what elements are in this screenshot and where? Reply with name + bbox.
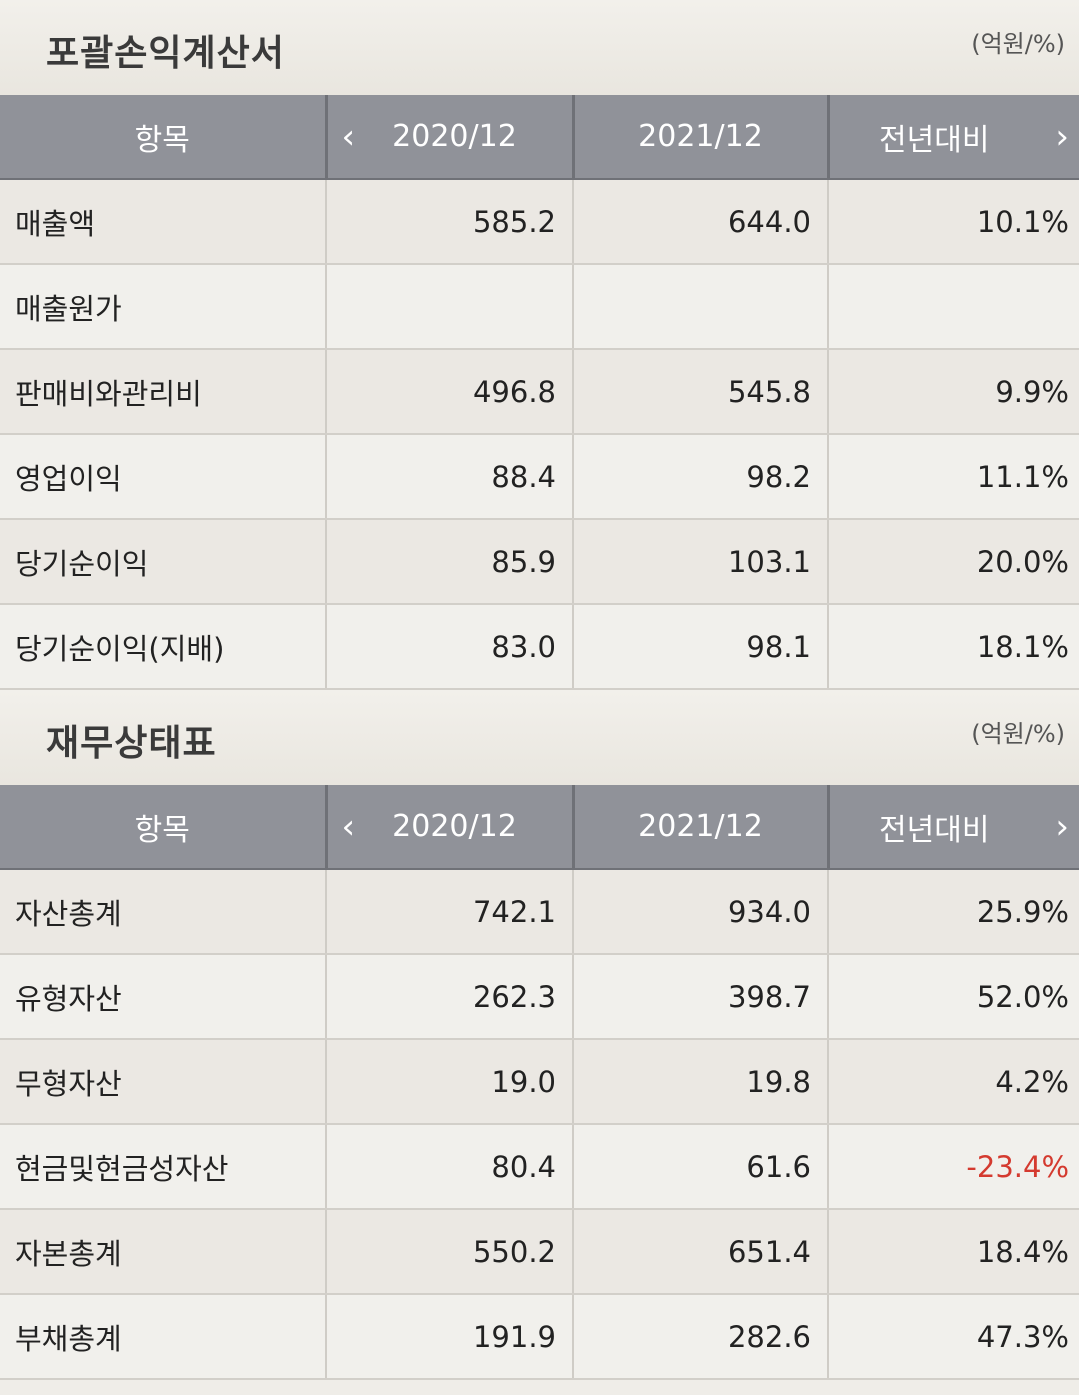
row-value-2021: 19.8 [572, 1039, 828, 1125]
row-yoy: 47.3% [827, 1294, 1079, 1380]
row-item: 당기순이익(지배) [0, 604, 326, 690]
row-item: 자산총계 [0, 869, 326, 955]
row-value-2021: 61.6 [572, 1124, 828, 1210]
table-row: 무형자산 19.0 19.8 4.2% [0, 1039, 1079, 1125]
row-value-2021: 651.4 [572, 1209, 828, 1295]
income-header-row: 항목 ‹ 2020/12 2021/12 전년대비 › [0, 95, 1079, 180]
row-value-2021: 934.0 [572, 869, 828, 955]
table-row: 자산총계 742.1 934.0 25.9% [0, 869, 1079, 955]
row-value-2021: 103.1 [572, 519, 828, 605]
row-value-2020: 550.2 [325, 1209, 573, 1295]
chevron-right-icon[interactable]: › [1055, 806, 1069, 847]
table-row: 유형자산 262.3 398.7 52.0% [0, 954, 1079, 1040]
row-value-2021: 398.7 [572, 954, 828, 1040]
income-section-header: 포괄손익계산서 (억원/%) [0, 0, 1079, 95]
row-item: 자본총계 [0, 1209, 326, 1295]
row-item: 무형자산 [0, 1039, 326, 1125]
row-value-2020 [325, 264, 573, 350]
row-value-2020: 85.9 [325, 519, 573, 605]
row-yoy: 4.2% [827, 1039, 1079, 1125]
row-item: 판매비와관리비 [0, 349, 326, 435]
balance-header-2020: ‹ 2020/12 [324, 785, 573, 870]
table-row: 자본총계 550.2 651.4 18.4% [0, 1209, 1079, 1295]
balance-header-row: 항목 ‹ 2020/12 2021/12 전년대비 › [0, 785, 1079, 870]
chevron-left-icon[interactable]: ‹ [341, 116, 356, 157]
chevron-right-icon[interactable]: › [1055, 116, 1069, 157]
row-value-2020: 262.3 [325, 954, 573, 1040]
row-yoy: 18.4% [827, 1209, 1079, 1295]
row-value-2020: 496.8 [325, 349, 573, 435]
balance-header-2021: 2021/12 [571, 785, 828, 870]
row-value-2020: 191.9 [325, 1294, 573, 1380]
row-item: 영업이익 [0, 434, 326, 520]
row-yoy: 20.0% [827, 519, 1079, 605]
row-value-2020: 80.4 [325, 1124, 573, 1210]
table-row: 매출원가 [0, 264, 1079, 350]
chevron-left-icon[interactable]: ‹ [341, 806, 356, 847]
row-yoy: 9.9% [827, 349, 1079, 435]
row-yoy: -23.4% [827, 1124, 1079, 1210]
row-value-2021: 282.6 [572, 1294, 828, 1380]
row-yoy: 18.1% [827, 604, 1079, 690]
row-value-2021: 644.0 [572, 179, 828, 265]
balance-header-yoy: 전년대비 › [826, 785, 1079, 870]
table-row: 당기순이익 85.9 103.1 20.0% [0, 519, 1079, 605]
row-item: 유형자산 [0, 954, 326, 1040]
table-row: 현금및현금성자산 80.4 61.6 -23.4% [0, 1124, 1079, 1210]
row-item: 매출액 [0, 179, 326, 265]
row-value-2020: 585.2 [325, 179, 573, 265]
income-header-2021: 2021/12 [571, 95, 828, 180]
balance-table: 항목 ‹ 2020/12 2021/12 전년대비 › 자산총계 742.1 9… [0, 785, 1079, 1380]
table-row: 영업이익 88.4 98.2 11.1% [0, 434, 1079, 520]
income-table: 항목 ‹ 2020/12 2021/12 전년대비 › 매출액 585.2 64… [0, 95, 1079, 690]
row-item: 매출원가 [0, 264, 326, 350]
row-value-2020: 88.4 [325, 434, 573, 520]
table-row: 당기순이익(지배) 83.0 98.1 18.1% [0, 604, 1079, 690]
row-yoy: 10.1% [827, 179, 1079, 265]
row-value-2020: 742.1 [325, 869, 573, 955]
row-yoy: 52.0% [827, 954, 1079, 1040]
row-yoy: 25.9% [827, 869, 1079, 955]
row-value-2021 [572, 264, 828, 350]
income-unit-label: (억원/%) [971, 30, 1065, 58]
table-row: 판매비와관리비 496.8 545.8 9.9% [0, 349, 1079, 435]
balance-unit-label: (억원/%) [971, 720, 1065, 748]
balance-section-title: 재무상태표 [46, 723, 217, 764]
row-value-2020: 83.0 [325, 604, 573, 690]
row-value-2021: 98.2 [572, 434, 828, 520]
row-value-2021: 545.8 [572, 349, 828, 435]
row-yoy [827, 264, 1079, 350]
table-row: 매출액 585.2 644.0 10.1% [0, 179, 1079, 265]
row-item: 부채총계 [0, 1294, 326, 1380]
balance-section-header: 재무상태표 (억원/%) [0, 690, 1079, 785]
row-item: 현금및현금성자산 [0, 1124, 326, 1210]
row-value-2020: 19.0 [325, 1039, 573, 1125]
income-header-item: 항목 [0, 95, 326, 180]
income-header-2020: ‹ 2020/12 [324, 95, 573, 180]
row-item: 당기순이익 [0, 519, 326, 605]
income-section-title: 포괄손익계산서 [46, 33, 285, 74]
income-header-yoy: 전년대비 › [826, 95, 1079, 180]
row-yoy: 11.1% [827, 434, 1079, 520]
row-value-2021: 98.1 [572, 604, 828, 690]
balance-header-item: 항목 [0, 785, 326, 870]
table-row: 부채총계 191.9 282.6 47.3% [0, 1294, 1079, 1380]
